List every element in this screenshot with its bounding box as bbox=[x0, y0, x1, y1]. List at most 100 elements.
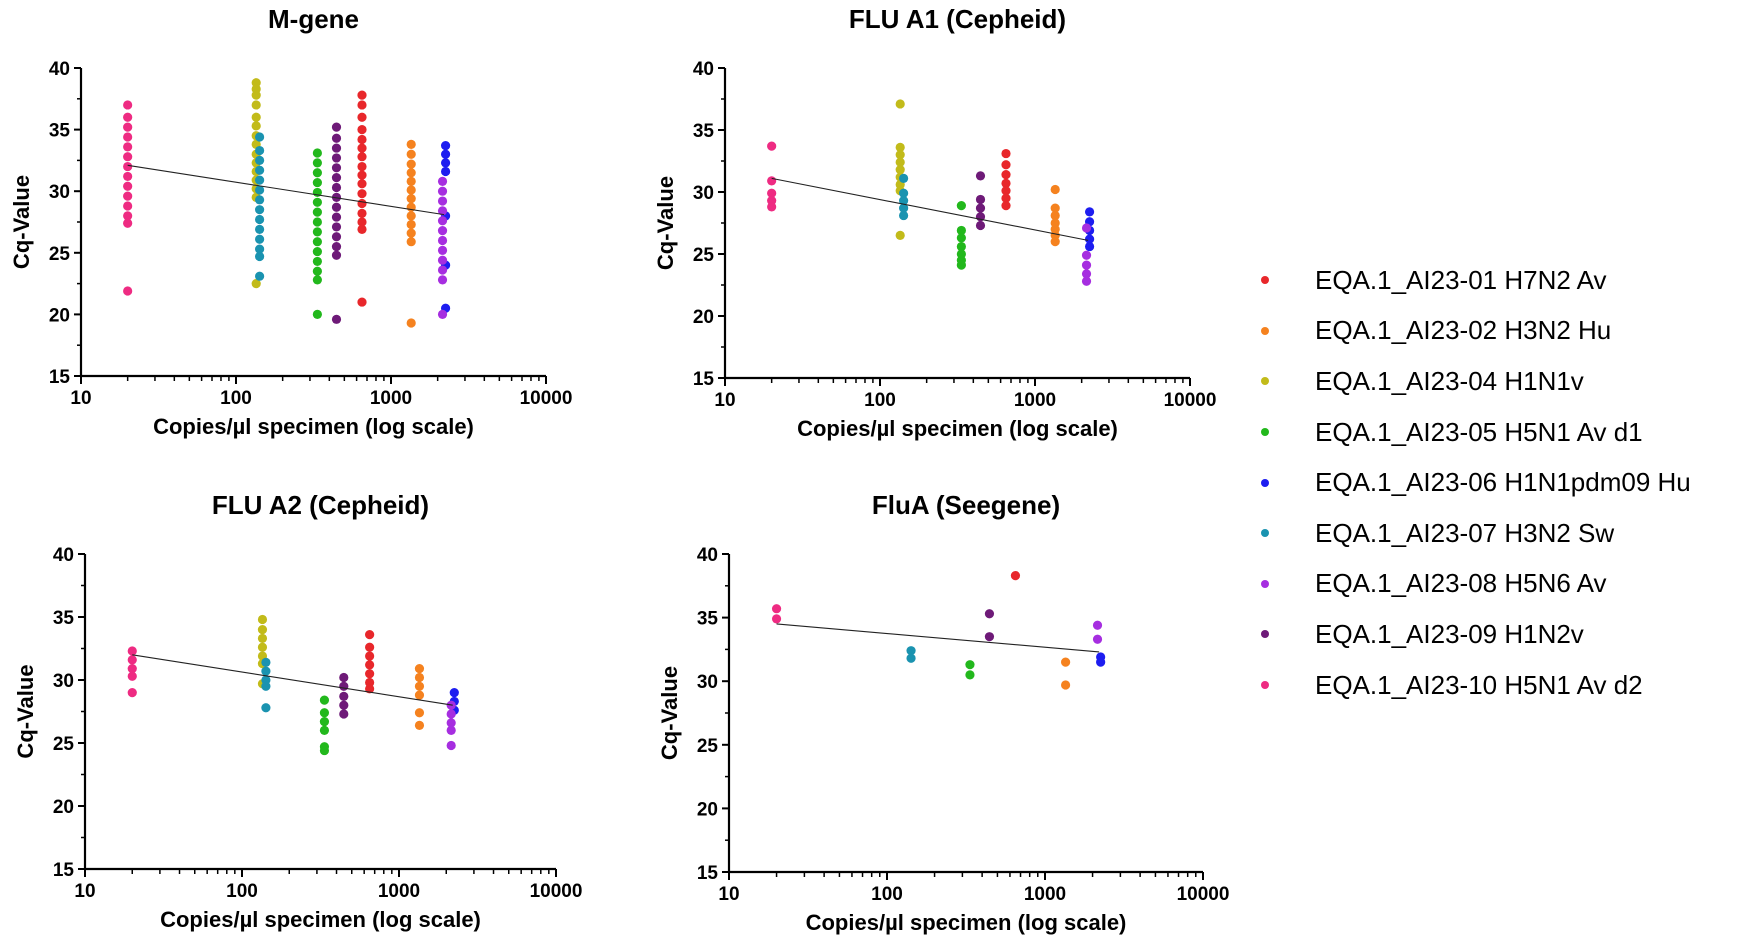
x-tick-label: 10000 bbox=[1164, 390, 1217, 411]
data-point bbox=[123, 218, 133, 228]
x-tick-label: 1000 bbox=[378, 881, 420, 902]
y-tick-label: 25 bbox=[49, 244, 71, 265]
y-tick-label: 40 bbox=[693, 59, 714, 80]
data-point bbox=[319, 745, 330, 756]
data-point bbox=[1081, 269, 1092, 279]
data-point bbox=[331, 202, 342, 212]
data-point bbox=[975, 203, 986, 213]
data-point bbox=[984, 632, 995, 642]
data-point bbox=[446, 718, 456, 728]
data-point bbox=[1081, 276, 1092, 286]
y-axis-label: Cq-Value bbox=[13, 664, 38, 758]
data-point bbox=[261, 666, 271, 676]
data-point bbox=[895, 230, 905, 240]
data-point bbox=[899, 203, 909, 213]
data-point bbox=[123, 100, 133, 110]
data-point bbox=[984, 609, 995, 619]
data-point bbox=[1084, 241, 1095, 252]
data-point bbox=[1050, 184, 1060, 195]
data-point bbox=[251, 100, 261, 110]
data-point bbox=[1050, 237, 1060, 247]
y-tick-label: 15 bbox=[697, 863, 719, 884]
data-point bbox=[312, 275, 322, 285]
legend-marker bbox=[1261, 326, 1269, 335]
data-point bbox=[127, 688, 137, 698]
data-point bbox=[895, 142, 905, 152]
data-point bbox=[1081, 250, 1092, 260]
x-tick-label: 100 bbox=[220, 388, 252, 409]
legend-label: EQA.1_AI23-01 H7N2 Av bbox=[1315, 264, 1607, 295]
x-tick-label: 10000 bbox=[1177, 884, 1230, 905]
data-point bbox=[895, 165, 905, 175]
legend-label: EQA.1_AI23-02 H3N2 Hu bbox=[1315, 315, 1612, 346]
data-point bbox=[406, 176, 416, 186]
x-tick-label: 10000 bbox=[520, 388, 573, 409]
y-tick-label: 35 bbox=[693, 121, 715, 142]
legend-marker bbox=[1261, 529, 1269, 538]
data-point bbox=[331, 143, 342, 153]
data-point bbox=[365, 660, 375, 670]
data-point bbox=[899, 210, 909, 221]
data-point bbox=[406, 149, 416, 159]
data-point bbox=[965, 660, 975, 670]
trend-line bbox=[776, 623, 1100, 653]
data-point bbox=[440, 158, 451, 168]
data-point bbox=[312, 158, 322, 168]
data-point bbox=[895, 150, 905, 160]
data-point bbox=[127, 664, 137, 674]
legend-item: EQA.1_AI23-07 H3N2 Sw bbox=[1252, 508, 1691, 559]
x-axis-label: Copies/µl specimen (log scale) bbox=[153, 414, 474, 439]
data-point bbox=[261, 657, 271, 667]
legend-label: EQA.1_AI23-08 H5N6 Av bbox=[1315, 568, 1607, 599]
data-point bbox=[251, 112, 261, 122]
data-point bbox=[449, 688, 459, 698]
data-point bbox=[767, 176, 777, 186]
y-tick-label: 30 bbox=[53, 671, 74, 692]
data-point bbox=[767, 188, 777, 198]
data-point bbox=[331, 133, 342, 143]
data-point bbox=[1092, 634, 1103, 644]
data-point bbox=[365, 677, 375, 688]
data-point bbox=[357, 189, 367, 199]
chart-title: M-gene bbox=[268, 4, 359, 34]
data-point bbox=[331, 173, 342, 183]
data-point bbox=[339, 691, 349, 701]
data-point bbox=[899, 188, 909, 198]
data-point bbox=[255, 195, 265, 205]
data-point bbox=[127, 655, 137, 665]
data-point bbox=[357, 125, 367, 135]
data-point bbox=[1050, 210, 1060, 221]
x-tick-label: 10 bbox=[74, 881, 95, 902]
data-point bbox=[437, 255, 448, 265]
data-point bbox=[255, 214, 265, 225]
data-point bbox=[357, 198, 367, 209]
data-point bbox=[312, 266, 322, 276]
data-point bbox=[357, 134, 367, 145]
scatter-panel: FLU A2 (Cepheid) 15 20 25 30 35 40 10 100 1000 100… bbox=[13, 490, 582, 932]
data-point bbox=[1001, 193, 1011, 203]
data-point bbox=[437, 265, 448, 275]
x-axis-label: Copies/µl specimen (log scale) bbox=[160, 907, 481, 932]
data-point bbox=[440, 141, 451, 151]
data-point bbox=[895, 157, 905, 167]
data-point bbox=[414, 690, 425, 700]
legend-marker bbox=[1261, 630, 1269, 639]
trend-line bbox=[127, 164, 445, 216]
data-point bbox=[312, 177, 322, 188]
y-tick-label: 20 bbox=[697, 799, 718, 820]
data-point bbox=[251, 279, 261, 289]
data-point bbox=[767, 202, 777, 212]
y-tick-label: 15 bbox=[693, 369, 715, 390]
data-point bbox=[127, 646, 137, 656]
data-point bbox=[1060, 657, 1071, 667]
legend-marker bbox=[1261, 428, 1269, 437]
data-point bbox=[319, 695, 330, 705]
data-point bbox=[446, 725, 456, 736]
x-axis-label: Copies/µl specimen (log scale) bbox=[806, 910, 1127, 935]
scatter-panel: M-gene 15 20 25 30 35 40 10 100 1000 10000 Copies/µ… bbox=[9, 4, 572, 439]
data-point bbox=[357, 208, 367, 218]
data-point bbox=[255, 234, 265, 244]
data-point bbox=[437, 206, 448, 216]
data-point bbox=[414, 681, 425, 691]
